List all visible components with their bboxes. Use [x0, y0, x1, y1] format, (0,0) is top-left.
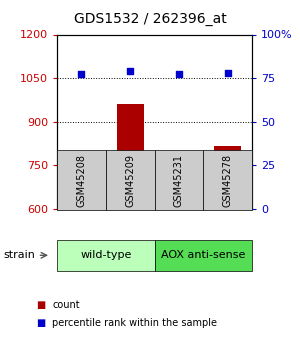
Text: ■: ■ — [36, 300, 45, 310]
Point — [128, 68, 133, 73]
Bar — [166, 151, 192, 209]
Text: percentile rank within the sample: percentile rank within the sample — [52, 318, 218, 327]
Text: GDS1532 / 262396_at: GDS1532 / 262396_at — [74, 12, 226, 26]
Text: ■: ■ — [36, 318, 45, 327]
Text: wild-type: wild-type — [80, 250, 131, 260]
Text: AOX anti-sense: AOX anti-sense — [161, 250, 245, 260]
Text: GSM45208: GSM45208 — [76, 154, 86, 207]
Point — [79, 71, 84, 77]
Bar — [68, 165, 95, 209]
Point — [225, 70, 230, 76]
Text: GSM45231: GSM45231 — [174, 154, 184, 207]
Bar — [117, 104, 143, 209]
Point — [176, 71, 181, 77]
Text: count: count — [52, 300, 80, 310]
Text: GSM45278: GSM45278 — [223, 154, 232, 207]
Text: GSM45209: GSM45209 — [125, 154, 135, 207]
Text: strain: strain — [3, 250, 35, 260]
Bar — [214, 146, 241, 209]
